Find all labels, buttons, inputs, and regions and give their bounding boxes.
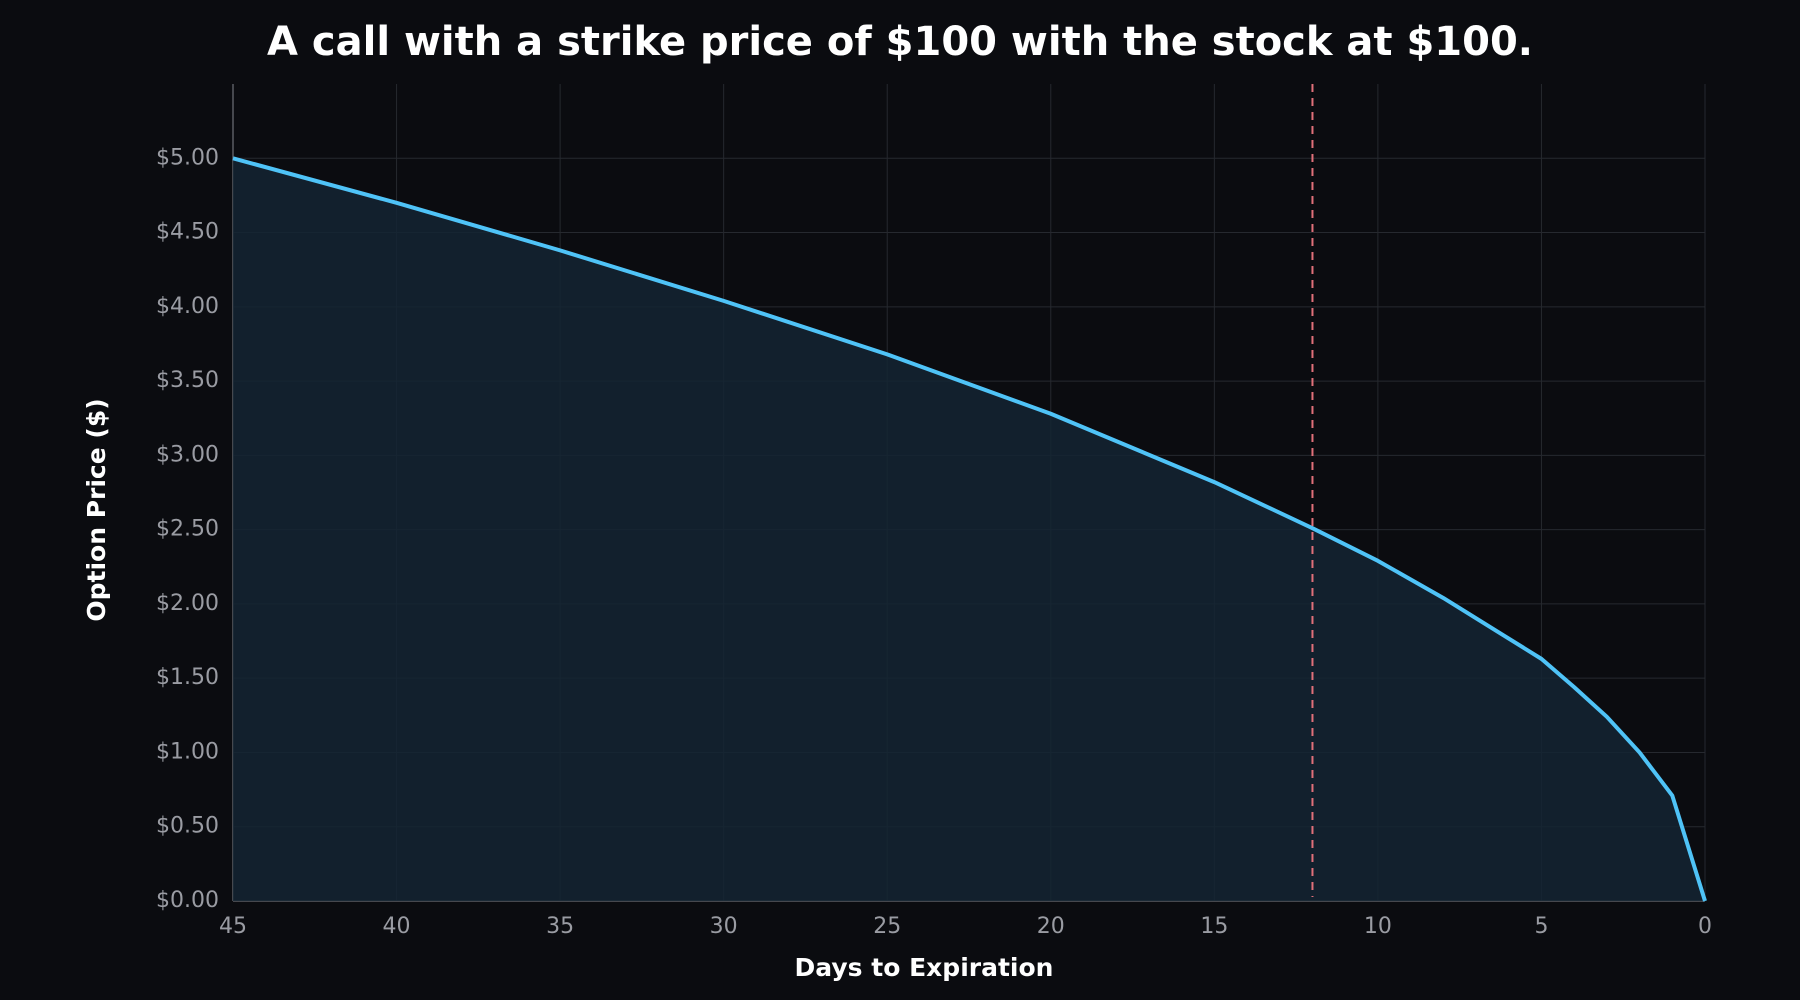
y-tick-label: $0.00: [156, 888, 219, 913]
x-tick-label: 45: [219, 914, 247, 939]
x-tick-label: 35: [546, 914, 574, 939]
y-tick-label: $5.00: [156, 145, 219, 170]
area: [233, 158, 1705, 902]
y-axis-label: Option Price ($): [82, 398, 111, 621]
x-tick-label: 40: [383, 914, 411, 939]
y-tick-label: $1.50: [156, 665, 219, 690]
y-tick-label: $0.50: [156, 814, 219, 839]
x-tick-label: 15: [1200, 914, 1228, 939]
y-tick-label: $4.50: [156, 220, 219, 245]
x-tick-label: 25: [873, 914, 901, 939]
y-tick-label: $2.50: [156, 517, 219, 542]
x-tick-label: 5: [1534, 914, 1548, 939]
y-tick-label: $1.00: [156, 739, 219, 764]
x-tick-label: 30: [710, 914, 738, 939]
chart-title: A call with a strike price of $100 with …: [267, 19, 1533, 65]
x-tick-label: 0: [1698, 914, 1712, 939]
line: [232, 156, 1707, 902]
y-tick-label: $3.50: [156, 368, 219, 393]
y-tick-label: $2.00: [156, 591, 219, 616]
x-tick-label: 20: [1037, 914, 1065, 939]
x-axis-label: Days to Expiration: [795, 953, 1054, 982]
x-tick-label: 10: [1364, 914, 1392, 939]
y-tick-label: $3.00: [156, 442, 219, 467]
y-tick-label: $4.00: [156, 294, 219, 319]
